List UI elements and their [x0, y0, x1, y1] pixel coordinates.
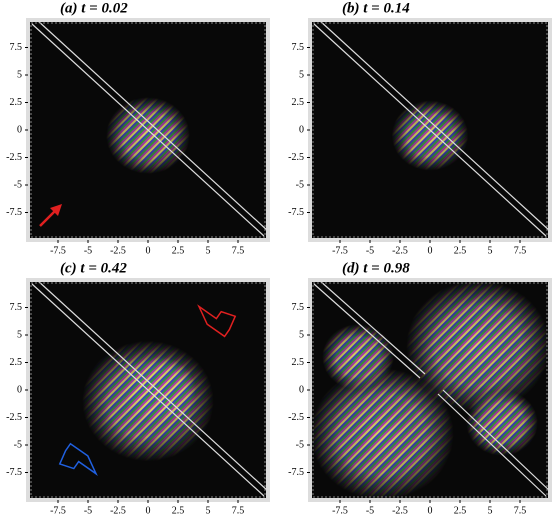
barrier	[318, 19, 551, 232]
y-tick-label: 5	[299, 329, 304, 340]
barrier	[36, 19, 269, 232]
barrier	[313, 283, 421, 379]
barrier	[313, 23, 547, 237]
y-tick-label: 5	[17, 69, 22, 80]
wave-field	[106, 97, 190, 174]
frame-inner	[30, 22, 266, 238]
panel-title: (b) t = 0.14	[342, 0, 410, 16]
x-tick-label: 7.5	[514, 505, 527, 516]
frame-inner	[30, 282, 266, 498]
x-tick-label: 5	[488, 245, 493, 256]
barrier	[36, 279, 269, 492]
panel-title: (a) t = 0.02	[60, 0, 128, 16]
x-tick-label: -5	[366, 245, 374, 256]
x-tick-label: -2.5	[110, 245, 126, 256]
x-tick-label: -2.5	[392, 245, 408, 256]
y-tick-label: 2.5	[10, 357, 23, 368]
y-tick-label: 2.5	[10, 97, 23, 108]
frame-inner	[312, 282, 548, 498]
outline-arrow	[58, 442, 98, 476]
barrier	[437, 393, 547, 497]
wave-field	[322, 324, 394, 390]
panel-title: (d) t = 0.98	[342, 260, 410, 276]
x-tick-label: 0	[146, 505, 151, 516]
y-tick-label: -2.5	[6, 152, 22, 163]
y-tick-label: -7.5	[288, 467, 304, 478]
arrow-head	[50, 204, 62, 216]
barrier	[442, 389, 552, 493]
arrow	[39, 209, 57, 227]
x-tick-label: 0	[146, 245, 151, 256]
wave-field	[391, 100, 469, 171]
x-tick-label: -5	[366, 505, 374, 516]
x-tick-label: 7.5	[232, 505, 245, 516]
x-tick-label: 0	[428, 505, 433, 516]
y-tick-label: 0	[299, 384, 304, 395]
y-tick-label: 0	[299, 124, 304, 135]
x-tick-label: -2.5	[110, 505, 126, 516]
x-tick-label: 7.5	[514, 245, 527, 256]
x-tick-label: 7.5	[232, 245, 245, 256]
x-tick-label: -7.5	[332, 505, 348, 516]
x-tick-label: 2.5	[454, 505, 467, 516]
y-tick-label: 2.5	[292, 97, 305, 108]
x-tick-label: 5	[488, 505, 493, 516]
x-tick-label: -7.5	[50, 505, 66, 516]
y-tick-label: -2.5	[6, 412, 22, 423]
y-tick-label: -2.5	[288, 152, 304, 163]
x-tick-label: 0	[428, 245, 433, 256]
x-tick-label: -7.5	[50, 245, 66, 256]
frame-inner	[312, 22, 548, 238]
x-tick-label: -5	[84, 245, 92, 256]
y-tick-label: -5	[296, 179, 304, 190]
panel-title: (c) t = 0.42	[60, 260, 127, 276]
y-tick-label: 7.5	[292, 42, 305, 53]
barrier	[31, 283, 265, 497]
x-tick-label: -2.5	[392, 505, 408, 516]
barrier	[31, 23, 265, 237]
wave-field	[124, 357, 196, 423]
y-tick-label: -5	[296, 439, 304, 450]
y-tick-label: -2.5	[288, 412, 304, 423]
x-tick-label: 5	[206, 505, 211, 516]
arrows	[39, 204, 237, 476]
x-tick-label: 2.5	[454, 245, 467, 256]
x-tick-label: 2.5	[172, 505, 185, 516]
y-tick-label: 5	[17, 329, 22, 340]
y-tick-label: -7.5	[6, 207, 22, 218]
y-tick-label: 5	[299, 69, 304, 80]
panels: -7.5 -5 -2.5 0 2.5 5 7.5 -7.5 -5 -2.5 0 2.5 5 7.5 (a) …	[6, 0, 552, 516]
x-tick-label: 2.5	[172, 245, 185, 256]
y-tick-label: 2.5	[292, 357, 305, 368]
y-tick-label: -7.5	[6, 467, 22, 478]
y-tick-label: 7.5	[10, 302, 23, 313]
y-tick-label: 0	[17, 384, 22, 395]
x-tick-label: -5	[84, 505, 92, 516]
y-tick-label: -5	[14, 439, 22, 450]
y-tick-label: 7.5	[292, 302, 305, 313]
y-tick-label: -7.5	[288, 207, 304, 218]
y-tick-label: 7.5	[10, 42, 23, 53]
barrier	[318, 279, 426, 375]
x-tick-label: -7.5	[332, 245, 348, 256]
x-tick-label: 5	[206, 245, 211, 256]
y-tick-label: 0	[17, 124, 22, 135]
y-tick-label: -5	[14, 179, 22, 190]
outline-arrow	[197, 304, 237, 338]
